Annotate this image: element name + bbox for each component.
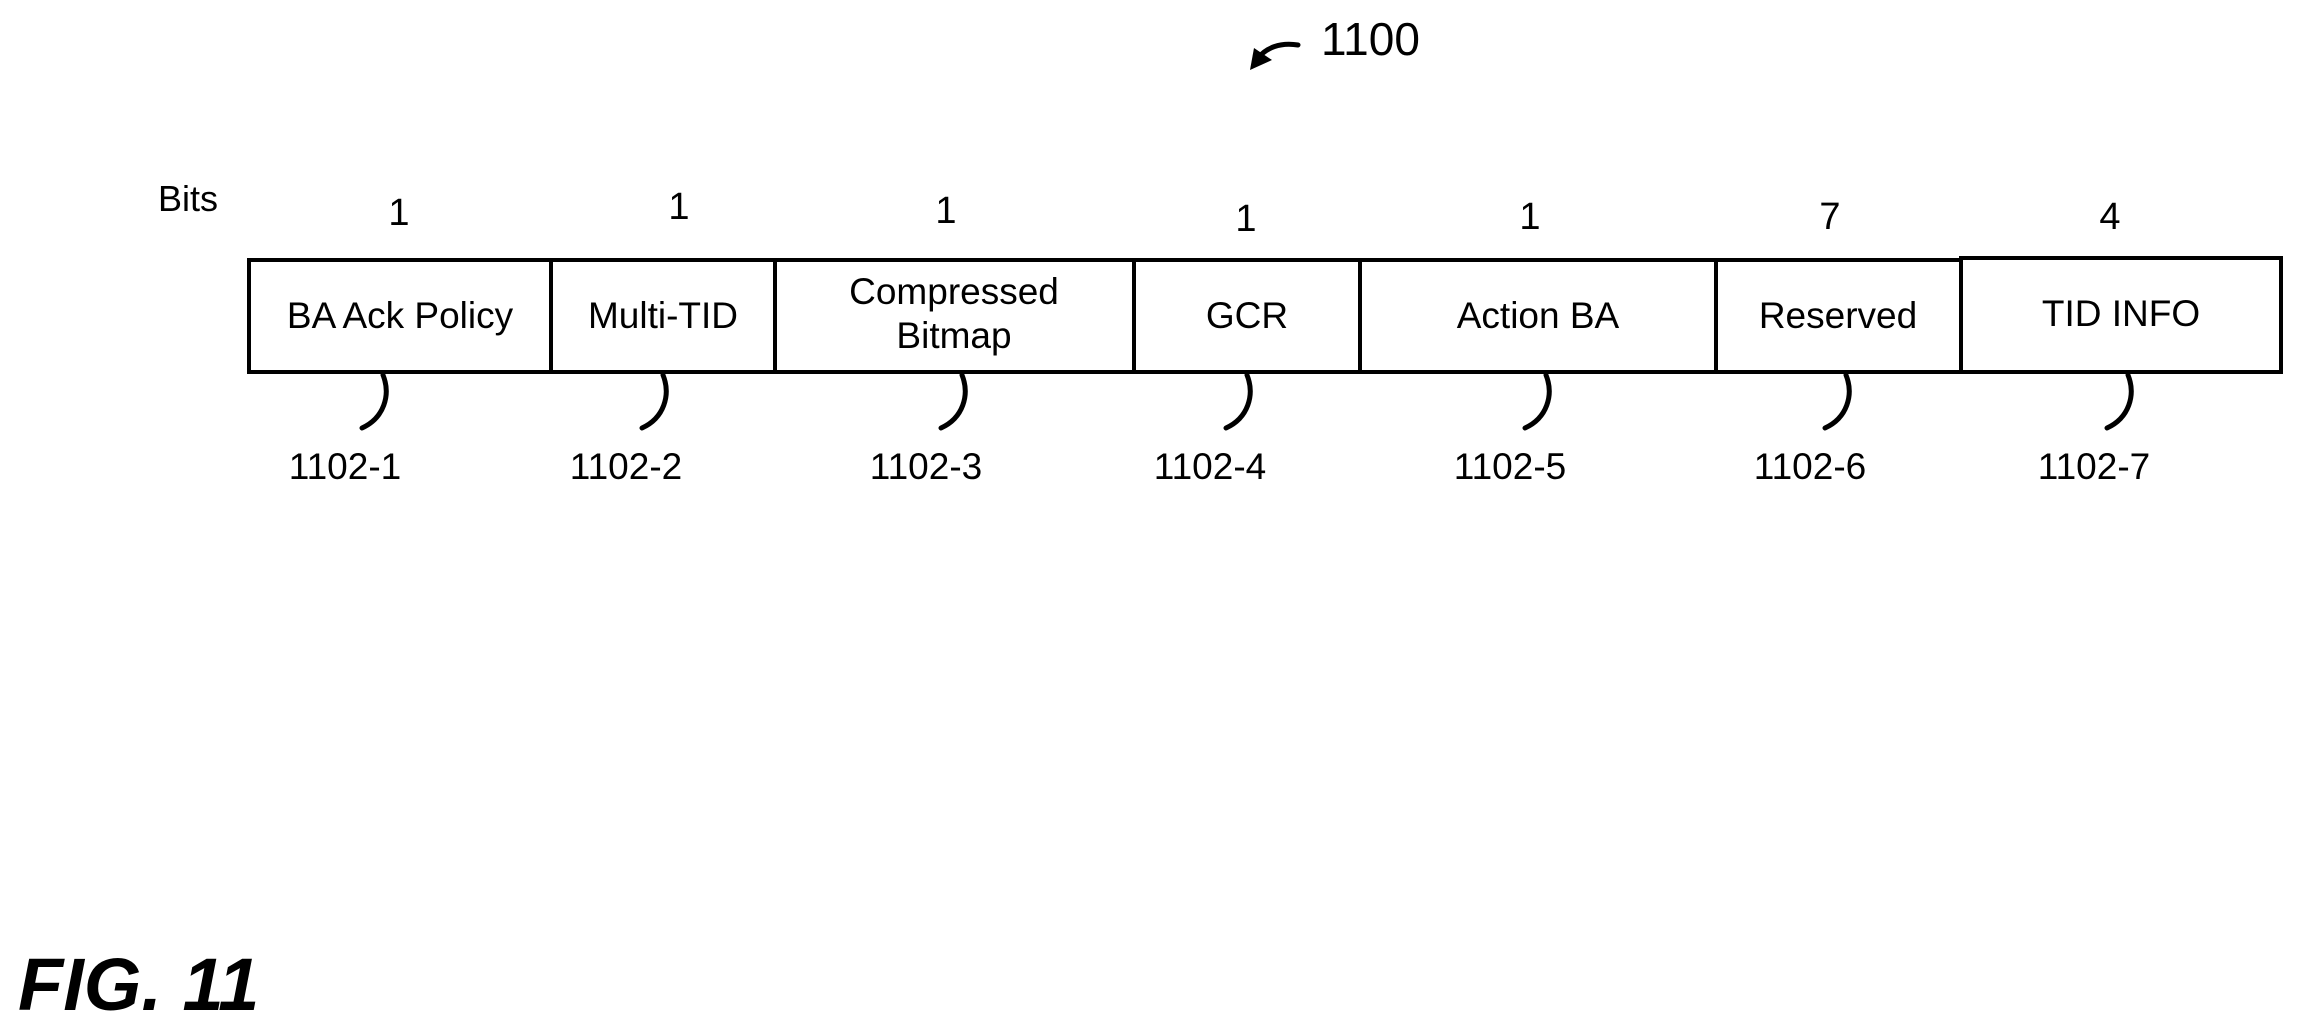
- field-label-tid-info: TID INFO: [2041, 293, 2201, 334]
- ref-label-1102-5: 1102-5: [1453, 446, 1567, 487]
- field-label-multi-tid: Multi-TID: [587, 295, 739, 336]
- leader-line-4: [1223, 372, 1253, 431]
- field-box-7: [1959, 256, 2283, 374]
- leader-line-3: [938, 372, 968, 431]
- ref-label-1102-4: 1102-4: [1153, 446, 1267, 487]
- leader-line-1: [359, 372, 389, 431]
- figure-ref-number: 1100: [1321, 13, 1420, 65]
- ref-arrow-head: [1250, 48, 1272, 70]
- ref-label-1102-6: 1102-6: [1753, 446, 1867, 487]
- field-label-compressed-bitmap: Compressed Bitmap: [849, 271, 1059, 356]
- ref-label-1102-3: 1102-3: [869, 446, 983, 487]
- field-label-reserved: Reserved: [1758, 295, 1918, 336]
- leader-line-2: [639, 372, 669, 431]
- bit-count-5: 1: [1519, 196, 1541, 238]
- leader-line-6: [1822, 372, 1852, 431]
- bit-count-4: 1: [1235, 198, 1257, 240]
- bit-count-1: 1: [388, 192, 410, 234]
- field-label-action-ba: Action BA: [1456, 295, 1620, 336]
- field-label-ba-ack-policy: BA Ack Policy: [286, 295, 514, 336]
- bit-count-6: 7: [1819, 196, 1841, 238]
- bit-count-3: 1: [935, 190, 957, 232]
- ref-label-1102-1: 1102-1: [288, 446, 402, 487]
- figure-label: FIG. 11: [18, 943, 260, 1026]
- ref-label-1102-2: 1102-2: [569, 446, 683, 487]
- ref-label-1102-7: 1102-7: [2037, 446, 2151, 487]
- field-label-gcr: GCR: [1205, 295, 1289, 336]
- bit-count-2: 1: [668, 186, 690, 228]
- bits-label: Bits: [158, 178, 219, 219]
- bit-count-7: 4: [2099, 196, 2121, 238]
- leader-line-5: [1522, 372, 1552, 431]
- leader-line-7: [2104, 372, 2134, 431]
